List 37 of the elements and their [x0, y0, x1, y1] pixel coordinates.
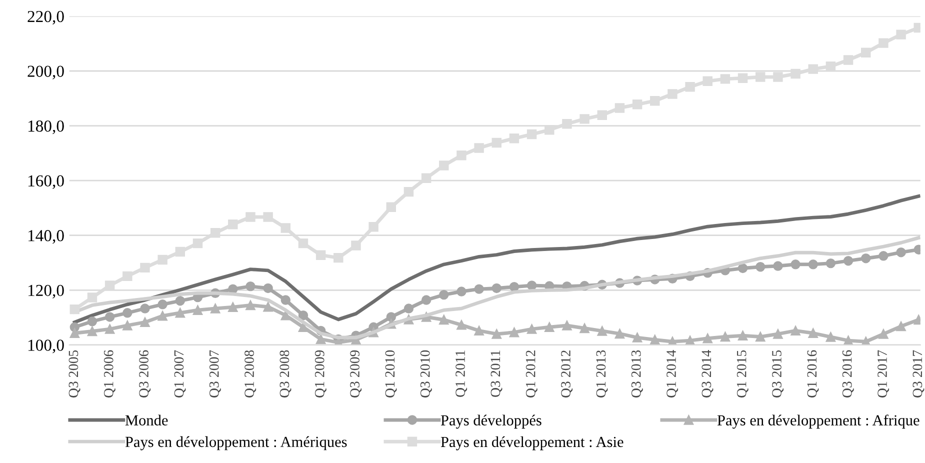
x-tick-label: Q1 2006: [104, 350, 116, 398]
legend-label: Pays développés: [440, 414, 542, 429]
x-tick-label: Q1 2016: [807, 350, 819, 398]
y-tick-label: 160,0: [28, 175, 64, 189]
x-tick-label: Q1 2010: [385, 350, 397, 398]
x-tick-label: Q3 2014: [702, 350, 714, 398]
x-tick-label: Q1 2013: [596, 350, 608, 398]
x-tick-label: Q3 2016: [842, 350, 854, 398]
x-tick-label: Q3 2006: [139, 350, 151, 398]
legend-label: Monde: [125, 414, 168, 426]
x-tick-label: Q3 2010: [420, 350, 432, 398]
x-tick-label: Q1 2015: [736, 350, 748, 398]
x-tick-label: Q3 2013: [631, 350, 643, 398]
x-tick-label: Q1 2007: [174, 350, 186, 398]
y-tick-label: 200,0: [28, 66, 64, 80]
y-tick-label: 220,0: [28, 10, 64, 25]
x-tick-label: Q3 2009: [350, 350, 362, 398]
x-tick-label: Q1 2017: [878, 350, 890, 398]
x-tick-label: Q1 2009: [314, 350, 326, 398]
y-tick-label: 100,0: [28, 340, 64, 354]
x-tick-label: Q3 2005: [68, 350, 80, 398]
x-tick-label: Q3 2012: [561, 350, 573, 398]
legend-label: Pays en développement : Amériques: [125, 436, 347, 450]
x-tick-label: Q1 2008: [244, 350, 256, 398]
x-tick-label: Q3 2007: [209, 350, 221, 398]
x-tick-label: Q3 2008: [280, 350, 292, 398]
x-tick-label: Q1 2011: [456, 350, 468, 397]
x-tick-label: Q3 2015: [772, 350, 784, 398]
x-tick-label: Q3 2011: [490, 350, 502, 397]
x-tick-label: Q3 2017: [912, 350, 924, 398]
x-tick-label: Q1 2012: [526, 350, 538, 398]
x-tick-label: Q1 2014: [666, 350, 678, 398]
y-tick-label: 140,0: [28, 230, 64, 244]
y-tick-label: 120,0: [28, 284, 64, 298]
legend-label: Pays en développement : Afrique: [717, 414, 920, 429]
legend-label: Pays en développement : Asie: [440, 436, 624, 450]
y-tick-label: 180,0: [28, 120, 64, 134]
